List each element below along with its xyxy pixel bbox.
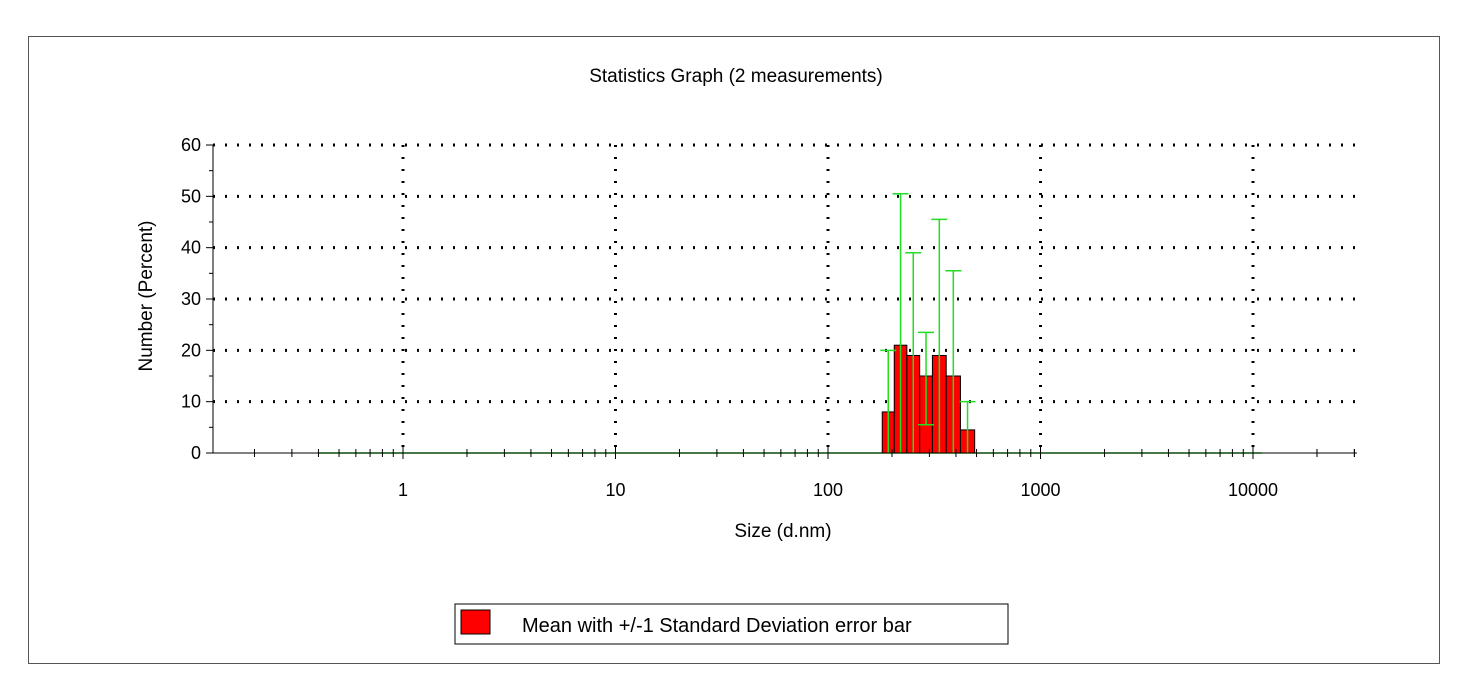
grid-lines <box>213 143 1357 453</box>
x-tick-label: 10000 <box>1228 480 1278 500</box>
x-tick-label: 1 <box>398 480 408 500</box>
y-tick-label: 0 <box>191 443 201 463</box>
legend-box <box>454 603 1009 645</box>
y-tick-labels: 0 10 20 30 40 50 60 <box>181 135 201 463</box>
y-tick-label: 60 <box>181 135 201 155</box>
legend: Mean with +/-1 Standard Deviation error … <box>454 603 1009 645</box>
axes <box>206 144 1357 459</box>
x-tick-labels: 1 10 100 1000 10000 <box>398 480 1278 500</box>
chart-frame <box>28 36 1440 664</box>
x-tick-label: 10 <box>605 480 625 500</box>
legend-swatch <box>460 609 491 635</box>
x-tick-label: 100 <box>813 480 843 500</box>
error-bars <box>880 193 976 453</box>
legend-label: Mean with +/-1 Standard Deviation error … <box>522 615 912 637</box>
y-tick-label: 40 <box>181 238 201 258</box>
y-axis-title: Number (Percent) <box>136 221 157 372</box>
chart-title: Statistics Graph (2 measurements) <box>589 66 883 87</box>
y-tick-label: 50 <box>181 186 201 206</box>
y-tick-label: 30 <box>181 289 201 309</box>
y-tick-label: 20 <box>181 340 201 360</box>
y-tick-label: 10 <box>181 392 201 412</box>
x-axis-title: Size (d.nm) <box>734 521 831 542</box>
x-tick-label: 1000 <box>1020 480 1060 500</box>
bars <box>881 344 976 454</box>
